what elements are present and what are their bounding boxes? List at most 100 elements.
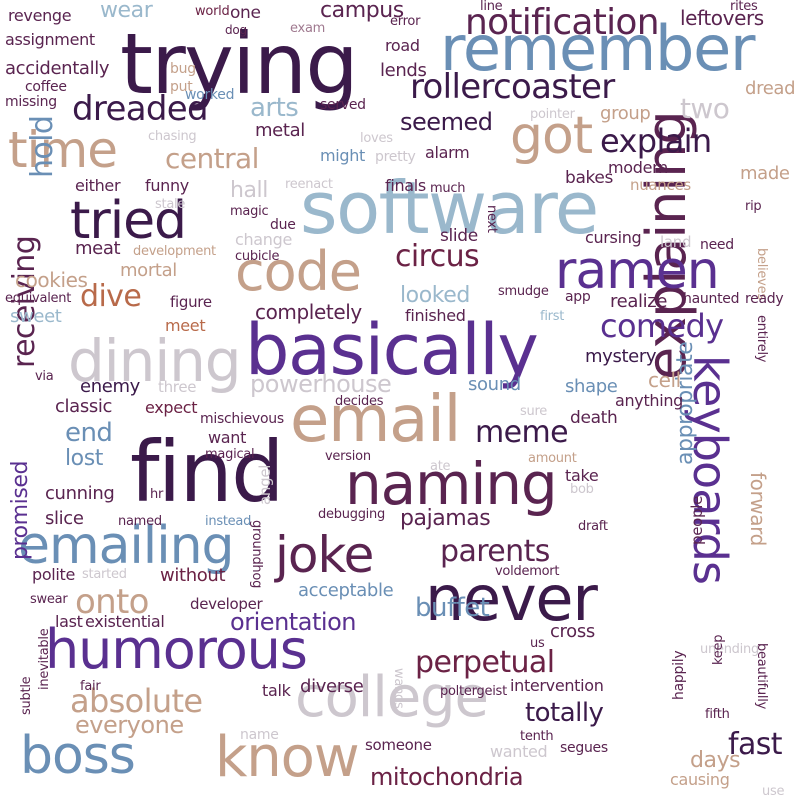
- word-boss: boss: [20, 726, 136, 786]
- word-name: name: [240, 727, 279, 743]
- word-missing: missing: [5, 94, 57, 110]
- word-lost: lost: [65, 446, 103, 471]
- word-wear: wear: [100, 0, 153, 23]
- word-cell: cell: [648, 368, 681, 392]
- word-revenge: revenge: [8, 6, 72, 25]
- word-world: world: [195, 4, 230, 19]
- word-put: put: [170, 79, 193, 95]
- word-change: change: [235, 230, 292, 249]
- word-bug: bug: [170, 61, 196, 77]
- word-meme: meme: [475, 415, 569, 450]
- word-rollercoaster: rollercoaster: [410, 67, 615, 107]
- word-inevitable: inevitable: [37, 628, 52, 690]
- word-notification: notification: [465, 2, 660, 43]
- word-smudge: smudge: [498, 284, 549, 299]
- word-development: development: [133, 244, 216, 259]
- word-dreaded: dreaded: [72, 89, 209, 129]
- word-cross: cross: [550, 621, 595, 642]
- word-powerhouse: powerhouse: [250, 370, 392, 398]
- word-segues: segues: [560, 740, 608, 756]
- word-expect: expect: [145, 398, 198, 417]
- word-death: death: [570, 408, 618, 428]
- word-diverse: diverse: [300, 676, 364, 697]
- word-totally: totally: [525, 698, 604, 728]
- word-enemy: enemy: [80, 376, 140, 397]
- word-pretty: pretty: [375, 149, 416, 165]
- word-debugging: debugging: [318, 507, 386, 522]
- word-email: email: [290, 383, 461, 457]
- word-need: need: [700, 237, 734, 253]
- word-ready: ready: [745, 291, 784, 307]
- word-days: days: [690, 748, 741, 773]
- word-funny: funny: [145, 176, 189, 195]
- word-find: find: [130, 423, 284, 521]
- word-unending: unending: [700, 642, 759, 657]
- word-completely: completely: [255, 300, 362, 324]
- word-version: version: [325, 449, 371, 464]
- word-causing: causing: [670, 770, 730, 789]
- word-rites: rites: [730, 0, 758, 14]
- word-modern: modern: [608, 158, 668, 177]
- word-sure: sure: [520, 404, 548, 419]
- word-draft: draft: [578, 519, 608, 534]
- word-leftovers: leftovers: [680, 6, 764, 30]
- word-circus: circus: [395, 239, 480, 274]
- word-mystery: mystery: [585, 346, 657, 367]
- word-anything: anything: [615, 391, 684, 410]
- word-talk: talk: [262, 681, 291, 700]
- word-next: next: [484, 205, 499, 233]
- word-two: two: [680, 92, 730, 125]
- word-named: named: [118, 514, 162, 529]
- word-pointer: pointer: [530, 107, 575, 122]
- word-arts: arts: [250, 93, 299, 123]
- word-promised: promised: [8, 461, 33, 560]
- word-fast: fast: [728, 727, 783, 762]
- word-swear: swear: [30, 592, 68, 607]
- word-much: much: [430, 181, 466, 196]
- word-cubicle: cubicle: [235, 249, 280, 264]
- word-alarm: alarm: [425, 143, 470, 162]
- word-entirely: entirely: [754, 315, 769, 363]
- word-error: error: [390, 14, 421, 29]
- word-happily: happily: [671, 650, 687, 700]
- word-poltergeist: poltergeist: [440, 684, 507, 699]
- word-bob: bob: [570, 482, 594, 497]
- word-last: last: [55, 612, 83, 631]
- word-realize: realize: [610, 291, 668, 312]
- word-seemed: seemed: [400, 108, 493, 136]
- word-without: without: [160, 565, 226, 586]
- word-developer: developer: [190, 595, 263, 613]
- word-cursing: cursing: [585, 228, 642, 247]
- word-metal: metal: [255, 120, 305, 141]
- word-exam: exam: [290, 21, 326, 36]
- word-made: made: [740, 163, 790, 184]
- word-accidentally: accidentally: [5, 58, 110, 79]
- word-dining: dining: [68, 327, 242, 395]
- word-acceptable: acceptable: [298, 580, 394, 601]
- word-intervention: intervention: [510, 676, 604, 695]
- word-got: got: [510, 106, 593, 166]
- word-use: use: [762, 784, 785, 799]
- word-either: either: [75, 176, 121, 195]
- word-equivalent: equivalent: [5, 291, 72, 306]
- word-loves: loves: [360, 131, 393, 146]
- word-college: college: [295, 665, 489, 730]
- word-remember: remember: [440, 12, 756, 85]
- word-served: served: [320, 97, 366, 113]
- word-hold: hold: [25, 115, 60, 178]
- word-keep: keep: [711, 634, 726, 665]
- word-chasing: chasing: [148, 129, 197, 144]
- word-beautifully: beautifully: [754, 643, 769, 710]
- word-mischievous: mischievous: [200, 411, 284, 427]
- word-group: group: [600, 103, 651, 124]
- word-hall: hall: [230, 178, 268, 203]
- word-joke: joke: [275, 526, 374, 584]
- word-land: land: [660, 233, 692, 251]
- word-buffet: buffet: [415, 593, 490, 623]
- word-central: central: [165, 142, 259, 175]
- word-take: take: [565, 466, 599, 485]
- word-three: three: [158, 378, 197, 396]
- word-slide: slide: [440, 226, 478, 246]
- word-never: never: [425, 562, 598, 635]
